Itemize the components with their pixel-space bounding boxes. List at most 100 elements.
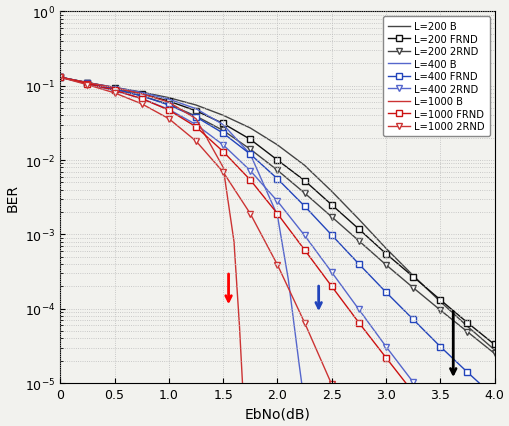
L=400 B bbox=[111, 86, 118, 91]
L=400 2RND bbox=[220, 143, 226, 148]
L=200 2RND bbox=[328, 215, 334, 220]
L=200 2RND bbox=[247, 147, 253, 153]
L=200 B bbox=[436, 299, 442, 304]
L=200 B bbox=[192, 103, 199, 108]
L=400 FRND bbox=[436, 344, 442, 349]
L=400 B bbox=[57, 75, 63, 81]
L=200 2RND bbox=[301, 191, 307, 196]
L=400 B bbox=[285, 277, 291, 282]
L=1000 B bbox=[138, 92, 145, 97]
L=1000 B bbox=[231, 239, 237, 245]
L=200 FRND bbox=[111, 86, 118, 92]
L=400 FRND bbox=[491, 394, 497, 400]
L=1000 B bbox=[57, 75, 63, 81]
L=200 2RND bbox=[436, 308, 442, 313]
L=200 FRND bbox=[409, 274, 415, 279]
L=200 FRND bbox=[355, 227, 361, 232]
Line: L=200 2RND: L=200 2RND bbox=[56, 75, 497, 357]
L=400 FRND bbox=[328, 233, 334, 238]
Line: L=200 FRND: L=200 FRND bbox=[56, 75, 497, 348]
L=1000 FRND bbox=[301, 248, 307, 253]
L=200 2RND bbox=[409, 285, 415, 291]
L=1000 FRND bbox=[192, 125, 199, 130]
L=400 B bbox=[192, 107, 199, 112]
L=400 2RND bbox=[165, 108, 172, 113]
L=1000 B bbox=[111, 86, 118, 91]
L=200 FRND bbox=[436, 297, 442, 302]
L=400 B bbox=[84, 81, 90, 86]
L=1000 2RND bbox=[328, 382, 334, 387]
L=400 2RND bbox=[301, 233, 307, 238]
L=400 2RND bbox=[382, 344, 388, 349]
L=1000 2RND bbox=[57, 75, 63, 81]
L=400 FRND bbox=[192, 115, 199, 120]
L=200 B bbox=[247, 126, 253, 131]
L=200 B bbox=[328, 189, 334, 194]
L=400 B bbox=[165, 97, 172, 102]
L=1000 2RND bbox=[192, 139, 199, 144]
L=200 2RND bbox=[491, 351, 497, 356]
Line: L=200 B: L=200 B bbox=[60, 78, 494, 350]
L=1000 B bbox=[192, 117, 199, 122]
L=400 FRND bbox=[355, 262, 361, 267]
L=1000 FRND bbox=[165, 108, 172, 113]
L=200 2RND bbox=[57, 75, 63, 81]
L=400 FRND bbox=[57, 75, 63, 81]
L=400 2RND bbox=[138, 97, 145, 102]
Line: L=400 FRND: L=400 FRND bbox=[56, 75, 497, 400]
L=200 2RND bbox=[463, 329, 469, 334]
L=400 2RND bbox=[274, 199, 280, 204]
X-axis label: EbNo(dB): EbNo(dB) bbox=[244, 406, 310, 420]
L=400 B bbox=[274, 213, 280, 219]
L=400 B bbox=[247, 152, 253, 157]
L=1000 2RND bbox=[301, 320, 307, 325]
L=200 FRND bbox=[138, 92, 145, 97]
L=200 B bbox=[138, 90, 145, 95]
L=200 B bbox=[111, 86, 118, 91]
L=400 FRND bbox=[463, 370, 469, 375]
Line: L=400 2RND: L=400 2RND bbox=[56, 75, 497, 426]
L=1000 FRND bbox=[382, 355, 388, 360]
L=200 FRND bbox=[382, 251, 388, 256]
L=200 FRND bbox=[192, 109, 199, 114]
L=400 2RND bbox=[436, 414, 442, 419]
Y-axis label: BER: BER bbox=[6, 184, 19, 212]
L=200 B bbox=[57, 75, 63, 81]
L=200 FRND bbox=[491, 342, 497, 347]
L=400 FRND bbox=[382, 290, 388, 295]
L=200 B bbox=[84, 81, 90, 86]
L=1000 FRND bbox=[111, 89, 118, 94]
L=200 B bbox=[274, 143, 280, 148]
L=400 FRND bbox=[220, 131, 226, 136]
L=1000 FRND bbox=[57, 75, 63, 81]
L=1000 FRND bbox=[138, 97, 145, 102]
L=200 FRND bbox=[220, 122, 226, 127]
L=1000 2RND bbox=[111, 91, 118, 96]
L=200 FRND bbox=[165, 99, 172, 104]
L=200 FRND bbox=[274, 158, 280, 163]
L=200 B bbox=[165, 96, 172, 101]
L=1000 FRND bbox=[247, 178, 253, 183]
L=200 2RND bbox=[274, 168, 280, 173]
L=1000 B bbox=[220, 165, 226, 170]
L=400 2RND bbox=[328, 270, 334, 275]
L=400 2RND bbox=[192, 123, 199, 128]
L=1000 B bbox=[84, 81, 90, 86]
L=400 2RND bbox=[111, 89, 118, 94]
L=1000 2RND bbox=[247, 212, 253, 217]
Line: L=1000 FRND: L=1000 FRND bbox=[56, 75, 497, 426]
L=400 2RND bbox=[84, 82, 90, 87]
L=1000 B bbox=[241, 425, 247, 426]
L=1000 FRND bbox=[328, 284, 334, 289]
L=200 FRND bbox=[57, 75, 63, 81]
L=200 2RND bbox=[165, 103, 172, 108]
L=400 FRND bbox=[84, 81, 90, 86]
L=200 FRND bbox=[84, 81, 90, 86]
L=1000 FRND bbox=[436, 422, 442, 426]
L=400 B bbox=[138, 91, 145, 96]
Line: L=1000 2RND: L=1000 2RND bbox=[56, 75, 497, 426]
L=200 FRND bbox=[328, 203, 334, 208]
L=200 FRND bbox=[301, 178, 307, 184]
L=1000 FRND bbox=[409, 390, 415, 395]
Legend: L=200 B, L=200 FRND, L=200 2RND, L=400 B, L=400 FRND, L=400 2RND, L=1000 B, L=10: L=200 B, L=200 FRND, L=200 2RND, L=400 B… bbox=[382, 17, 489, 137]
